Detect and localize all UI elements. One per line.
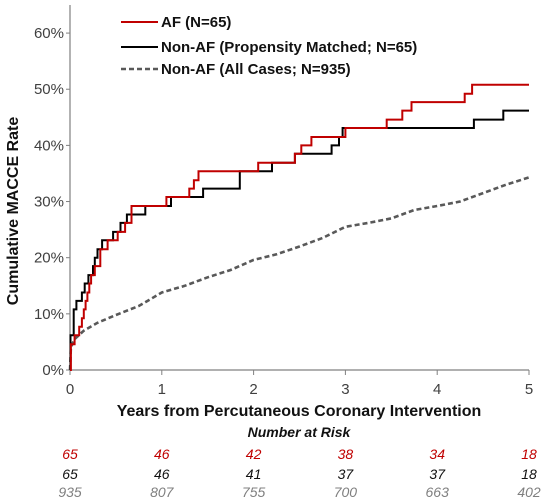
y-tick-label: 40% — [34, 137, 64, 154]
legend-label-3: Non-AF (All Cases; N=935) — [161, 61, 351, 78]
risk-value: 41 — [246, 466, 262, 482]
risk-value: 18 — [521, 446, 537, 462]
series-layer — [68, 83, 530, 371]
risk-value: 807 — [150, 484, 175, 498]
risk-value: 402 — [517, 484, 541, 498]
risk-value: 700 — [334, 484, 358, 498]
y-tick-label: 60% — [34, 25, 64, 42]
risk-value: 65 — [62, 446, 78, 462]
number-at-risk-title: Number at Risk — [248, 424, 352, 440]
risk-value: 34 — [429, 446, 445, 462]
risk-value: 663 — [426, 484, 450, 498]
risk-value: 42 — [246, 446, 262, 462]
y-tick-label: 0% — [42, 362, 64, 379]
y-axis-title: Cumulative MACCE Rate — [5, 117, 22, 306]
risk-value: 65 — [62, 466, 78, 482]
number-at-risk-table: 65 46 42 38 34 18 65 46 41 37 37 18 935 807 755 700 663 4… — [58, 446, 541, 498]
y-tick-label: 10% — [34, 306, 64, 323]
legend-label-2: Non-AF (Propensity Matched; N=65) — [161, 39, 417, 56]
legend-label-1: AF (N=65) — [161, 14, 231, 31]
risk-value: 935 — [58, 484, 82, 498]
x-tick-label: 4 — [433, 381, 441, 398]
x-tick-label: 5 — [525, 381, 533, 398]
series-line-1 — [69, 83, 529, 371]
x-tick-label: 0 — [66, 381, 74, 398]
x-tick-label: 1 — [158, 381, 166, 398]
risk-value: 755 — [242, 484, 266, 498]
legend: AF (N=65) Non-AF (Propensity Matched; N=6… — [121, 14, 417, 78]
y-tick-label: 30% — [34, 194, 64, 211]
risk-value: 46 — [154, 466, 170, 482]
plot-axes: 0% 10% 20% 30% 40% 50% 60% 0 1 2 3 4 5 — [34, 5, 533, 398]
risk-value: 46 — [154, 446, 170, 462]
series-line-3 — [68, 176, 530, 371]
risk-value: 37 — [338, 466, 355, 482]
y-tick-label: 50% — [34, 81, 64, 98]
risk-value: 38 — [338, 446, 354, 462]
x-tick-label: 2 — [249, 381, 257, 398]
x-tick-label: 3 — [341, 381, 349, 398]
risk-value: 18 — [521, 466, 537, 482]
risk-value: 37 — [429, 466, 446, 482]
x-axis-title: Years from Percutaneous Coronary Interve… — [117, 403, 482, 420]
series-line-2 — [69, 109, 529, 371]
y-tick-label: 20% — [34, 250, 64, 267]
